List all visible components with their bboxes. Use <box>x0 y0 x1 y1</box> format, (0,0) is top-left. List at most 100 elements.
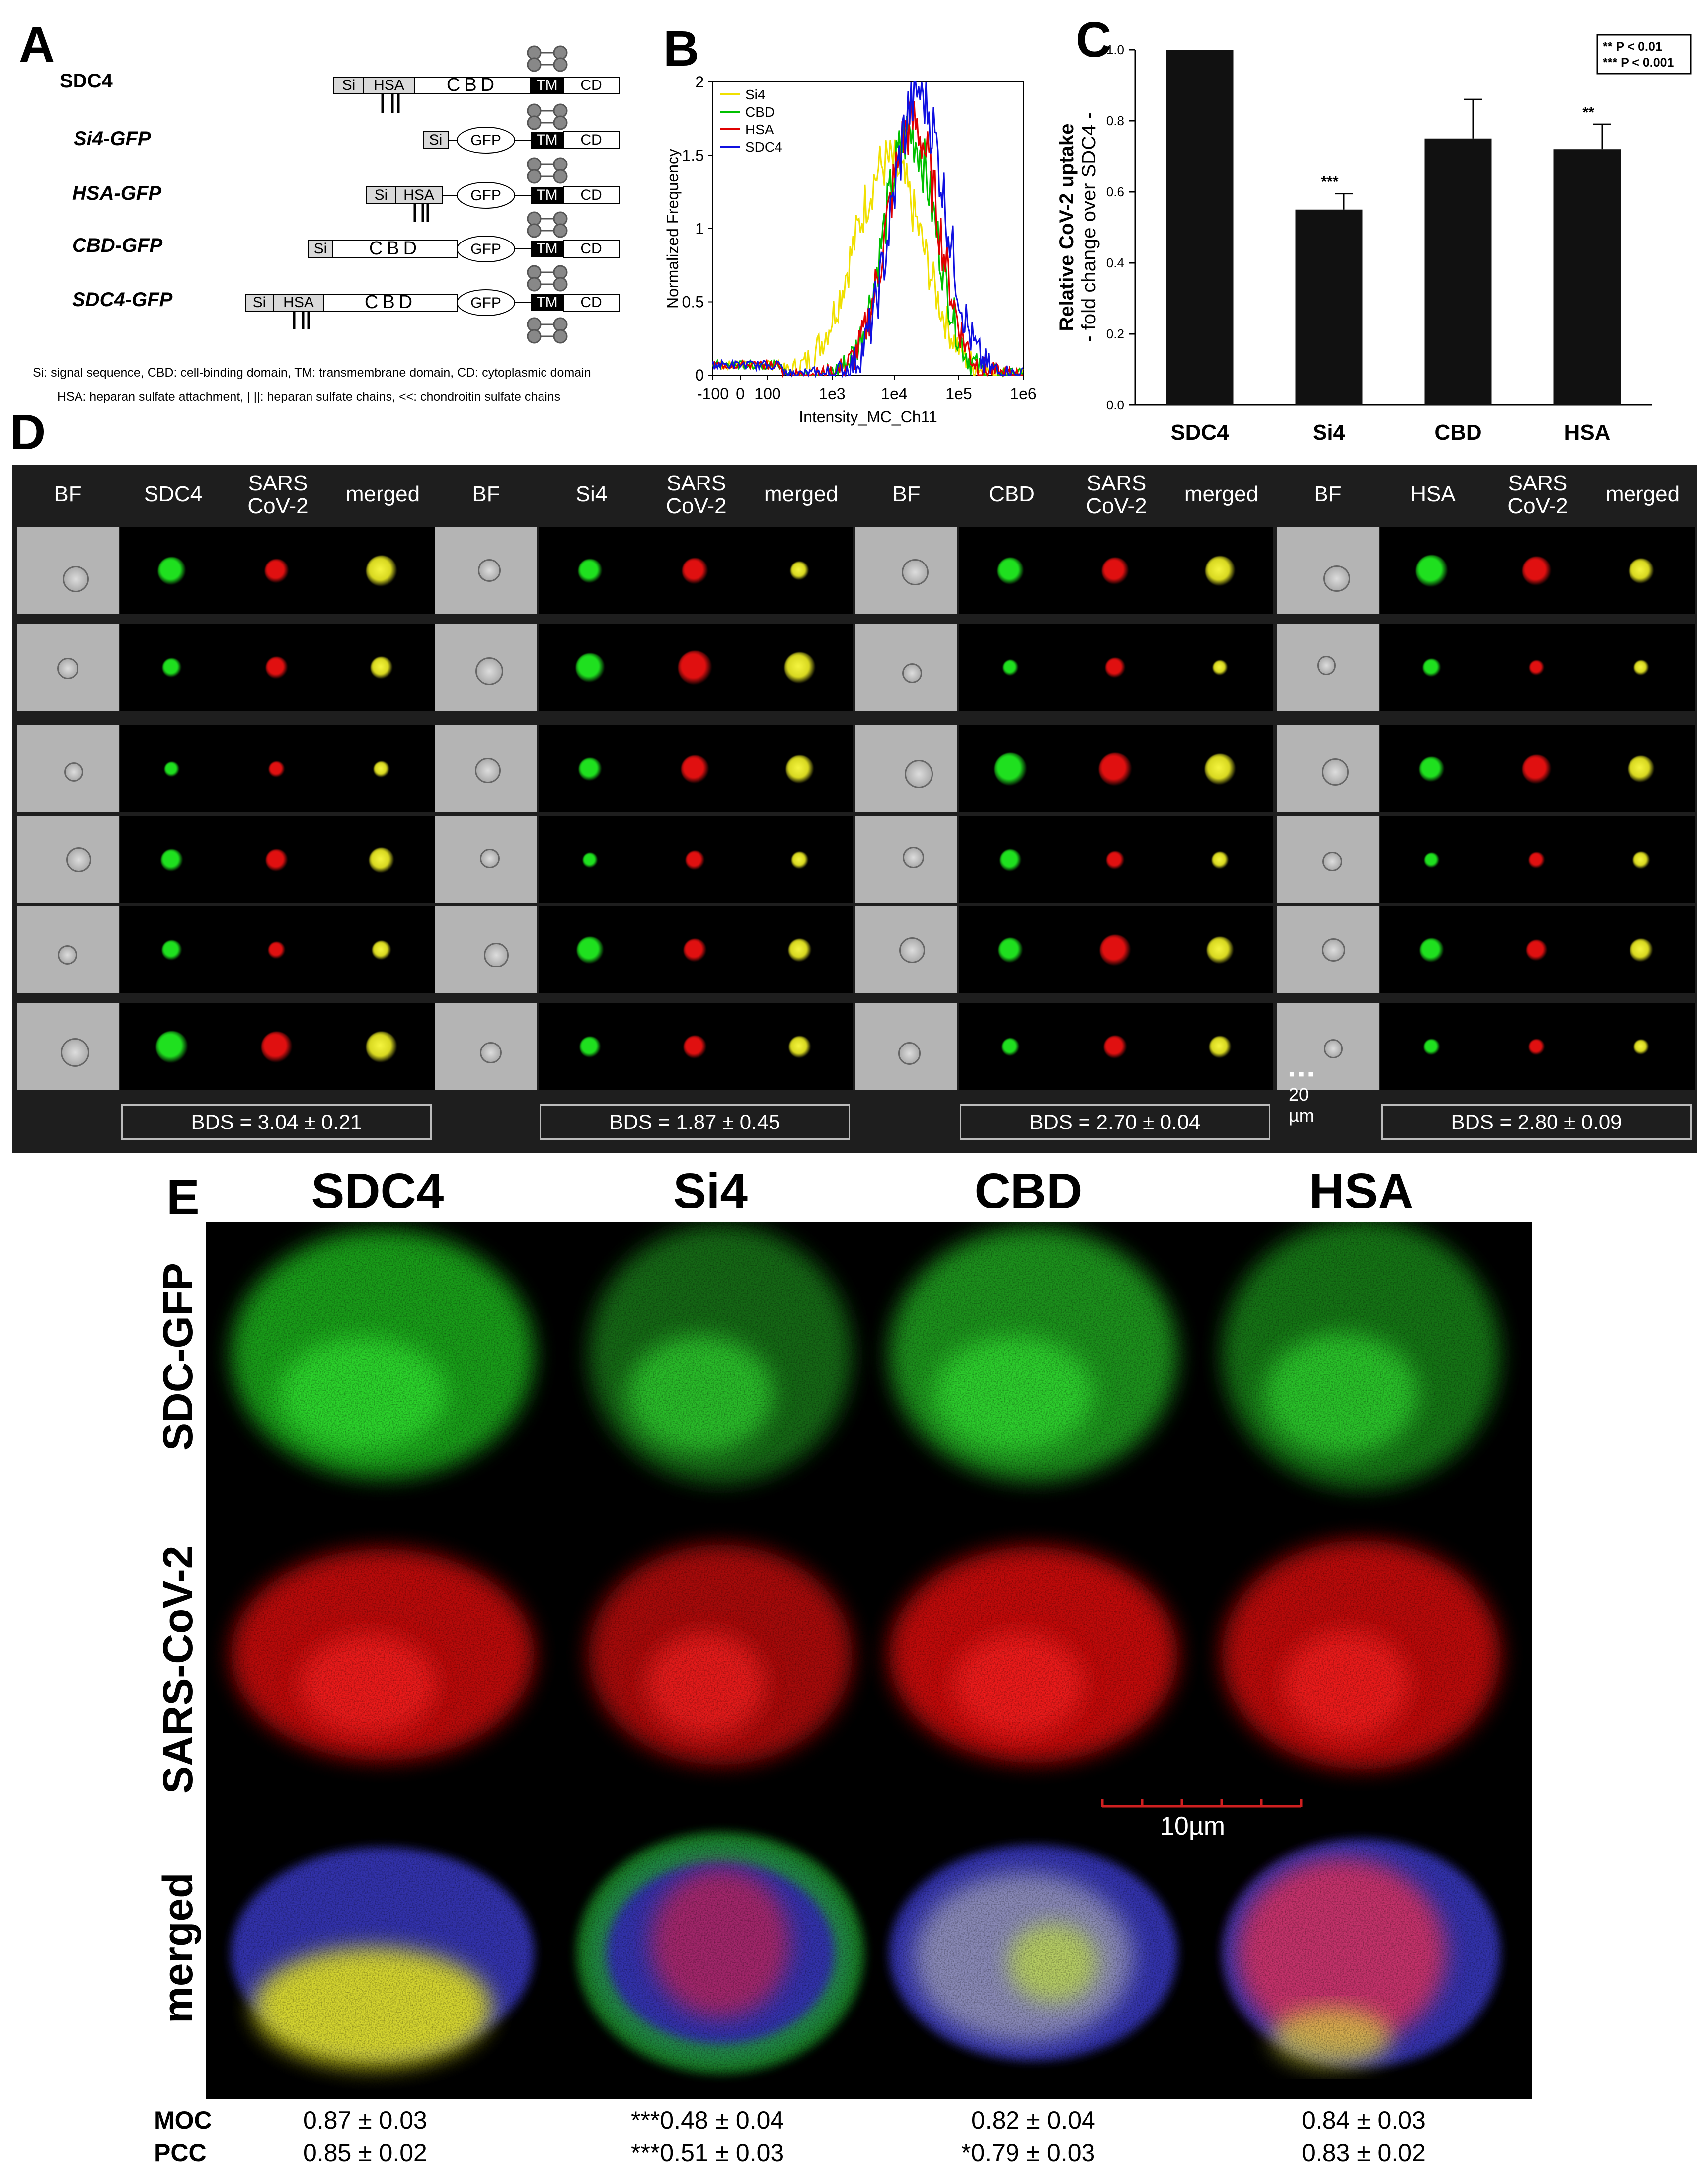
brightfield-tile <box>17 816 119 903</box>
domain-hsa: HSA <box>403 187 434 203</box>
column-header-bf: BF <box>892 482 921 506</box>
red-channel-cell <box>1522 556 1552 586</box>
legend-entry-sdc4: SDC4 <box>745 139 782 155</box>
category-label-hsa: HSA <box>1564 420 1611 445</box>
domain-cd: CD <box>580 187 602 203</box>
green-channel-cell <box>162 658 181 677</box>
column-header-merged: merged <box>1605 482 1680 506</box>
x-tick-label: 1e4 <box>881 385 907 403</box>
brightfield-tile <box>435 906 537 993</box>
row-label-sdc4: SDC4 <box>60 70 113 92</box>
y-tick-label: 0.8 <box>1106 113 1124 128</box>
category-label-si4: Si4 <box>1313 420 1346 445</box>
series-line-hsa <box>712 94 1023 378</box>
x-axis-label: Intensity_MC_Ch11 <box>799 408 937 426</box>
y-tick-label: 2 <box>695 73 704 91</box>
row-label-sars-cov-2: SARS-CoV-2 <box>155 1545 201 1794</box>
brightfield-tile <box>17 624 119 711</box>
merged-channel-cell <box>1633 852 1650 869</box>
moc-sdc4: 0.87 ± 0.03 <box>303 2106 427 2134</box>
bar-sdc4 <box>1166 50 1234 405</box>
y-tick-label: 0.5 <box>682 293 704 311</box>
column-header-hsa: HSA <box>1309 1163 1414 1219</box>
red-channel-cell <box>683 1035 707 1059</box>
legend-entry-cbd: CBD <box>745 104 775 120</box>
green-channel-cell <box>579 758 602 781</box>
panel-e-scalebar-label: 10µm <box>1160 1812 1225 1841</box>
brightfield-tile <box>855 1003 957 1090</box>
domain-tm: TM <box>536 294 557 311</box>
x-tick-label: 1e3 <box>819 385 845 403</box>
red-channel-cell <box>685 850 705 870</box>
brightfield-tile <box>1277 725 1379 812</box>
panel-d-scalebar: ▪ ▪ ▪ 20 µm <box>1289 1063 1314 1126</box>
brightfield-tile <box>1277 1003 1379 1090</box>
red-channel-cell <box>1101 557 1129 585</box>
merged-channel-cell <box>788 938 812 962</box>
pcc-sdc4: 0.85 ± 0.02 <box>303 2139 427 2167</box>
red-channel-cell <box>261 1031 293 1063</box>
brightfield-tile <box>435 624 537 711</box>
brightfield-tile <box>1277 906 1379 993</box>
merged-channel-cell <box>1634 660 1649 675</box>
bds-score: BDS = 2.70 ± 0.04 <box>960 1104 1270 1140</box>
merged-channel-cell <box>372 940 391 960</box>
significance-legend-line2: *** P < 0.001 <box>1603 56 1674 70</box>
green-channel-cell <box>164 762 179 777</box>
brightfield-tile <box>435 725 537 812</box>
domain-cd: CD <box>580 77 602 93</box>
moc-label: MOC <box>154 2106 212 2134</box>
domain-gfp: GFP <box>470 241 501 257</box>
domain-tm: TM <box>536 187 557 203</box>
series-line-sdc4 <box>712 81 1024 378</box>
brightfield-tile <box>1277 816 1379 903</box>
column-header-bf: BF <box>1314 482 1342 506</box>
moc-hsa: 0.84 ± 0.03 <box>1302 2106 1426 2134</box>
brightfield-tile <box>855 906 957 993</box>
merged-channel-cell <box>1209 1036 1231 1058</box>
row-label-si4-gfp: Si4-GFP <box>74 128 151 150</box>
merged-channel-cell <box>1211 851 1229 869</box>
panel-e-label: E <box>166 1170 200 1225</box>
panel-e-micrographs: 10µm <box>206 1222 1532 2099</box>
domain-tm: TM <box>536 132 557 148</box>
domain-hsa: HSA <box>283 294 314 311</box>
panel-a-diagram: SDC4 Si4-GFP HSA-GFP CBD-GFP SDC4-GFP Si… <box>33 45 620 403</box>
panel-a-label: A <box>19 17 55 73</box>
y-axis-label: Normalized Frequency <box>664 149 682 309</box>
green-channel-cell <box>994 753 1027 786</box>
merged-channel-cell <box>1634 1040 1649 1054</box>
merged-channel-cell <box>791 851 809 869</box>
panel-b-label: B <box>663 21 699 77</box>
red-channel-cell <box>1106 851 1124 869</box>
column-header-hsa: HSA <box>1410 482 1456 506</box>
column-header-cbd: CBD <box>974 1163 1083 1219</box>
y-tick-label: 1.0 <box>1106 42 1124 57</box>
domain-si: Si <box>429 132 443 148</box>
merged-channel-cell <box>784 652 815 683</box>
red-channel-cell <box>268 942 285 959</box>
x-tick-label: 0 <box>736 385 745 403</box>
legend-entry-si4: Si4 <box>745 87 765 102</box>
green-channel-cell <box>1424 1039 1440 1055</box>
red-channel-cell <box>1529 660 1545 676</box>
brightfield-tile <box>855 725 957 812</box>
merged-channel-cell <box>370 656 393 679</box>
significance-legend-line1: ** P < 0.01 <box>1603 40 1662 54</box>
merged-channel-cell <box>1628 756 1655 783</box>
domain-cbd: CBD <box>447 75 498 95</box>
brightfield-tile <box>855 527 957 614</box>
y-tick-label: 0 <box>695 366 704 384</box>
panel-a-legend-line1: Si: signal sequence, CBD: cell-binding d… <box>33 366 591 380</box>
row-label-hsa-gfp: HSA-GFP <box>72 182 161 204</box>
significance-mark: *** <box>1321 174 1338 190</box>
red-channel-cell <box>1526 939 1548 961</box>
moc-cbd: 0.82 ± 0.04 <box>971 2106 1095 2134</box>
column-header-sars-cov-2: SARS CoV-2 <box>247 471 309 519</box>
brightfield-tile <box>17 906 119 993</box>
green-channel-cell <box>576 936 604 964</box>
green-channel-cell <box>156 1031 188 1063</box>
merged-channel-cell <box>1629 558 1654 584</box>
domain-cd: CD <box>580 241 602 257</box>
x-tick-label: 1e6 <box>1010 385 1036 403</box>
